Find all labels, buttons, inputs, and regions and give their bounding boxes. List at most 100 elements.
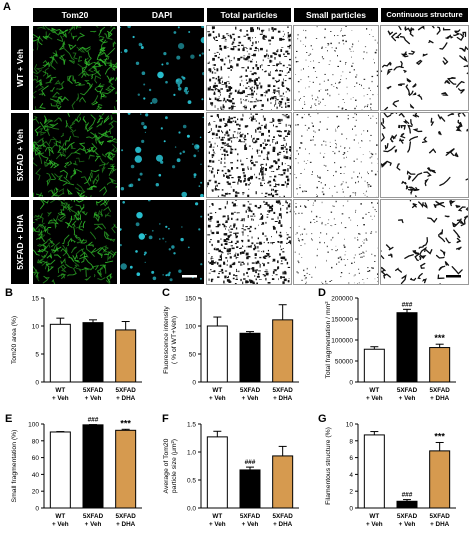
micrograph-tom20-5xfad-veh: [33, 113, 117, 197]
panel-d-letter: D: [318, 287, 326, 299]
bar-5xfad-veh: [396, 500, 418, 509]
micrograph-total-particles-5xfad-veh: [206, 112, 292, 198]
y-axis-label: Fluorescence intensity( % of WT+Veh): [163, 306, 178, 374]
x-tick-label: 5XFAD: [273, 513, 294, 520]
x-tick-label: + Veh: [242, 395, 259, 402]
column-header-continuous-structure: Continuous structure: [381, 8, 468, 22]
y-tick-label: 8: [349, 438, 353, 445]
micrograph-small-particles-5xfad-dha: [293, 199, 379, 285]
y-tick-label: 80: [32, 438, 40, 445]
y-tick-label: 150: [185, 296, 196, 303]
bar-5xfad-veh: [239, 469, 261, 509]
x-tick-label: + Veh: [399, 395, 416, 402]
y-tick-label: 2: [349, 489, 353, 496]
y-tick-label: 0: [35, 380, 39, 387]
x-tick-label: + Veh: [209, 395, 226, 402]
y-axis-label: Filamentous structure (%): [325, 427, 332, 505]
panel-a-letter: A: [3, 1, 11, 13]
x-tick-label: + Veh: [242, 521, 259, 528]
x-tick-label: 5XFAD: [240, 387, 261, 394]
y-tick-label: 1.5: [187, 422, 196, 429]
chart-f: 0.0 0.5 1.0 1.5 Average of Tom20particle siz…: [157, 416, 313, 540]
x-tick-label: 5XFAD: [430, 387, 451, 394]
x-tick-label: + Veh: [85, 395, 102, 402]
y-tick-label: 0: [35, 506, 39, 513]
panel-c-letter: C: [162, 287, 170, 299]
x-tick-label: WT: [369, 513, 379, 520]
y-tick-label: 200000: [331, 296, 353, 303]
x-tick-label: 5XFAD: [240, 513, 261, 520]
chart-c: 0 50 100 150 Fluorescence intensity( % of WT…: [157, 290, 313, 414]
bar-5xfad-dha: [272, 319, 294, 383]
chart-g: 0 2 4 6 8 10 Filamentous structure (%) WT + Veh #…: [314, 416, 470, 540]
significance-label: ###: [402, 301, 413, 308]
y-tick-label: 10: [346, 422, 354, 429]
chart-b: 0 5 10 15 Tom20 area (%) WT + Veh 5XFAD + Veh 5XF…: [0, 290, 156, 414]
x-tick-label: 5XFAD: [397, 387, 418, 394]
x-tick-label: WT: [212, 387, 222, 394]
significance-label: ###: [245, 459, 256, 466]
y-tick-label: 10: [32, 324, 40, 331]
y-axis-label: Average of Tom20particle size (μm²): [163, 438, 178, 493]
x-tick-label: + DHA: [116, 521, 136, 528]
micrograph-total-particles-5xfad-dha: [206, 199, 292, 285]
bar-5xfad-dha: [429, 347, 451, 383]
y-tick-label: 100: [28, 422, 39, 429]
x-tick-label: 5XFAD: [116, 387, 137, 394]
significance-label: ###: [88, 417, 99, 424]
y-tick-label: 50000: [335, 359, 353, 366]
y-tick-label: 4: [349, 472, 353, 479]
bar-wt-veh: [363, 348, 385, 383]
x-tick-label: + DHA: [273, 395, 293, 402]
y-tick-label: 60: [32, 455, 40, 462]
y-tick-label: 100000: [331, 338, 353, 345]
bar-5xfad-dha: [115, 329, 137, 383]
chart-d: 0 50000 100000 150000 200000 Total fragmentat…: [314, 290, 470, 414]
y-tick-label: 0.0: [187, 506, 196, 513]
x-tick-label: WT: [369, 387, 379, 394]
micrograph-continuous-structure-wt-veh: [380, 25, 469, 111]
bar-5xfad-veh: [82, 424, 104, 509]
bar-5xfad-dha: [429, 450, 451, 509]
x-tick-label: 5XFAD: [83, 387, 104, 394]
column-header-dapi: DAPI: [120, 8, 204, 22]
bar-5xfad-dha: [272, 455, 294, 509]
panel-f-letter: F: [162, 413, 169, 425]
x-tick-label: + Veh: [209, 521, 226, 528]
micrograph-total-particles-wt-veh: [206, 25, 292, 111]
bar-5xfad-veh: [396, 312, 418, 383]
x-tick-label: + DHA: [430, 395, 450, 402]
x-tick-label: 5XFAD: [397, 513, 418, 520]
panel-b-letter: B: [5, 287, 13, 299]
y-tick-label: 20: [32, 489, 40, 496]
bar-wt-veh: [363, 434, 385, 509]
significance-label: ###: [402, 492, 413, 499]
x-tick-label: + DHA: [273, 521, 293, 528]
micrograph-tom20-wt-veh: [33, 26, 117, 110]
bar-wt-veh: [49, 323, 71, 383]
x-tick-label: + Veh: [52, 521, 69, 528]
row-label-5xfad-veh: 5XFAD + Veh: [11, 113, 29, 197]
micrograph-small-particles-5xfad-veh: [293, 112, 379, 198]
y-tick-label: 150000: [331, 317, 353, 324]
panel-g-letter: G: [318, 413, 327, 425]
bar-wt-veh: [206, 436, 228, 509]
y-tick-label: 0: [349, 506, 353, 513]
y-tick-label: 0: [192, 380, 196, 387]
y-tick-label: 40: [32, 472, 40, 479]
bar-wt-veh: [49, 431, 71, 509]
x-tick-label: WT: [55, 387, 65, 394]
micrograph-small-particles-wt-veh: [293, 25, 379, 111]
y-axis-label: Small fragmentation (%): [11, 430, 18, 503]
y-tick-label: 0: [349, 380, 353, 387]
x-tick-label: + Veh: [52, 395, 69, 402]
chart-e: 0 20 40 60 80 100 Small fragmentation (%) WT + V…: [0, 416, 156, 540]
y-tick-label: 15: [32, 296, 40, 303]
column-header-tom20: Tom20: [33, 8, 117, 22]
x-tick-label: 5XFAD: [83, 513, 104, 520]
bar-5xfad-dha: [115, 429, 137, 509]
row-label-5xfad-dha: 5XFAD + DHA: [11, 200, 29, 284]
y-axis-label: Total fragmentation / mm²: [325, 301, 332, 379]
x-tick-label: + Veh: [85, 521, 102, 528]
micrograph-continuous-structure-5xfad-dha: [380, 199, 469, 285]
